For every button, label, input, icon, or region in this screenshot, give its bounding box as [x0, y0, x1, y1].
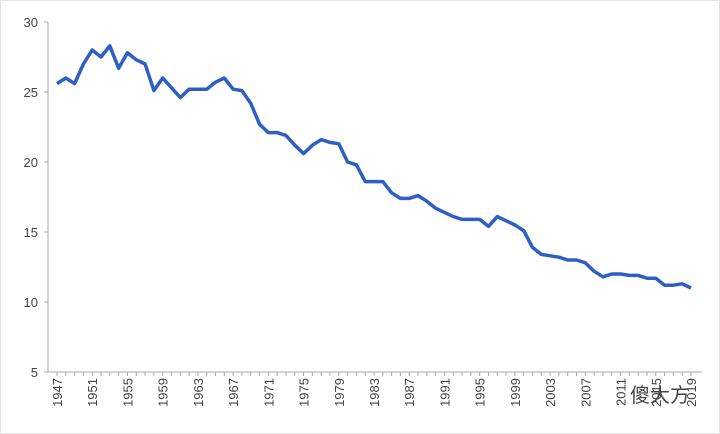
x-tick-label: 1955 — [120, 378, 135, 407]
x-tick-label: 1959 — [156, 378, 171, 407]
x-tick-label: 1979 — [332, 378, 347, 407]
x-tick-label: 1987 — [402, 378, 417, 407]
x-tick-label: 1947 — [50, 378, 65, 407]
x-tick-label: 2015 — [649, 378, 664, 407]
x-tick-label: 1963 — [191, 378, 206, 407]
x-tick-label: 1999 — [508, 378, 523, 407]
x-tick-label: 1971 — [261, 378, 276, 407]
x-tick-label: 2003 — [543, 378, 558, 407]
x-tick-label: 1951 — [85, 378, 100, 407]
y-tick-label: 30 — [24, 15, 38, 30]
y-tick-label: 15 — [24, 225, 38, 240]
x-tick-label: 1983 — [367, 378, 382, 407]
x-tick-label: 2011 — [614, 378, 629, 406]
data-line — [56, 44, 692, 290]
watermark: 傻大方 — [630, 383, 690, 407]
x-tick-label: 1967 — [226, 378, 241, 407]
y-tick-label: 20 — [24, 155, 38, 170]
x-tick-label: 1995 — [473, 378, 488, 407]
x-tick-label: 2007 — [578, 378, 593, 407]
y-tick-label: 5 — [31, 365, 38, 380]
x-tick-label: 1975 — [297, 378, 312, 407]
y-tick-label: 25 — [24, 85, 38, 100]
x-tick-label: 1991 — [437, 378, 452, 407]
x-tick-label: 2019 — [684, 378, 699, 407]
y-tick-label: 10 — [24, 295, 38, 310]
